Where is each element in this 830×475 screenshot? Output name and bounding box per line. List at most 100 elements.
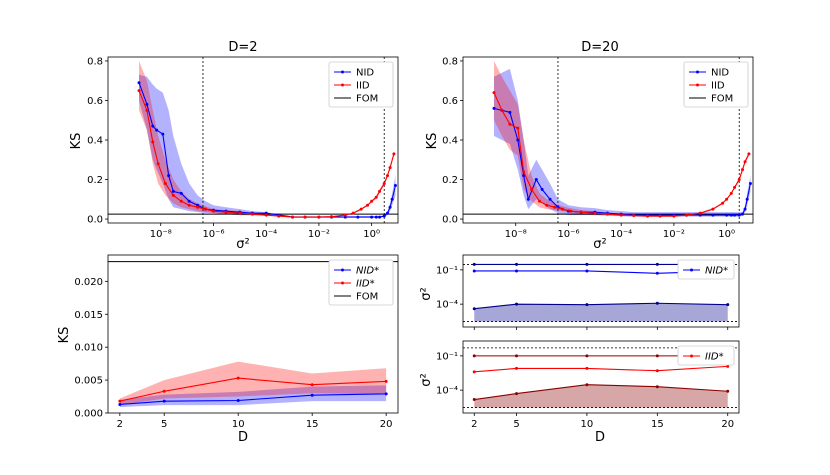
data-point-NID	[167, 174, 171, 178]
data-point-NID	[390, 197, 394, 201]
panel-d2-ks: D=2 σ² KS 10⁻⁸ 10⁻⁶ 10⁻⁴ 10⁻² 10⁰ 0.0 0.2 0.4 0.…	[69, 40, 399, 252]
legend-label: NID*	[356, 266, 379, 277]
y-tick-label: 0.4	[87, 136, 103, 147]
data-point-IID	[163, 181, 167, 185]
x-tick-label: 10⁰	[718, 229, 735, 240]
panel-d20-ks: D=20 σ² KS 10⁻⁸ 10⁻⁶ 10⁻⁴ 10⁻² 10⁰ 0.0 0.2 0.4 0…	[425, 40, 754, 252]
data-point-NID	[540, 187, 544, 191]
data-point-IID*	[585, 366, 589, 370]
legend-label: NID	[711, 68, 729, 79]
data-point-upper	[515, 262, 519, 266]
data-point-IID	[151, 140, 155, 144]
data-point-NID	[187, 199, 191, 203]
data-point-upper	[655, 262, 659, 266]
data-point-IID	[553, 205, 557, 209]
x-tick-label: 10⁻⁶	[557, 229, 579, 240]
band-NID*	[119, 385, 387, 408]
y-tick-label: 0.015	[74, 310, 103, 321]
legend: NID IID FOM	[683, 61, 749, 108]
data-point-NID	[151, 124, 155, 128]
data-point-NID	[748, 181, 752, 185]
x-tick-label: 10⁻⁶	[202, 229, 224, 240]
data-point-upper	[585, 262, 589, 266]
legend-box	[677, 259, 735, 280]
y-tick-label: 0.8	[87, 56, 103, 67]
data-point-IID	[545, 203, 549, 207]
legend-label: FOM	[356, 292, 378, 303]
x-tick-label: 5	[161, 419, 167, 430]
y-tick-label: 10⁻⁴	[436, 386, 458, 397]
x-tick-label: 20	[721, 419, 734, 430]
data-point-IID	[733, 185, 737, 189]
x-tick-label: 10⁻⁴	[255, 229, 277, 240]
x-tick-label: 10	[581, 419, 594, 430]
y-tick-label: 10⁻¹	[436, 351, 458, 362]
data-point-IID	[359, 207, 363, 211]
data-point-NID	[741, 212, 745, 216]
y-tick-label: 0.4	[442, 136, 458, 147]
x-tick-label: 15	[651, 419, 664, 430]
data-point-NID	[516, 138, 520, 142]
y-tick-label: 0.000	[74, 409, 103, 420]
data-point-IID	[743, 160, 747, 164]
legend-box	[677, 345, 735, 366]
legend-marker	[690, 354, 693, 358]
data-point-IID	[388, 166, 392, 170]
data-point-IID	[593, 211, 597, 215]
data-point-IID	[569, 209, 573, 213]
x-tick-label: 20	[380, 419, 393, 430]
data-point-NID	[522, 174, 526, 178]
x-axis-label: σ²	[593, 237, 606, 252]
data-point-IID*	[310, 383, 314, 387]
plot-area	[463, 57, 753, 223]
data-point-IID	[303, 215, 307, 219]
x-tick-label: 15	[306, 419, 319, 430]
y-tick-label: 0.6	[87, 96, 103, 107]
plot-area	[463, 347, 739, 408]
data-point-NID	[356, 215, 360, 219]
legend-marker	[690, 268, 693, 272]
data-point-IID	[317, 215, 321, 219]
data-point-lower	[585, 303, 589, 307]
data-point-NID	[393, 183, 397, 187]
data-point-NID	[508, 110, 512, 114]
data-point-lower	[472, 307, 476, 311]
data-point-upper	[655, 354, 659, 358]
data-point-IID	[741, 168, 745, 172]
legend-marker	[696, 83, 699, 87]
series-line-IID*	[474, 365, 728, 373]
legend-label: FOM	[711, 94, 733, 105]
data-point-NID	[548, 197, 552, 201]
data-point-NID	[737, 213, 741, 217]
x-axis-label: D	[595, 430, 605, 445]
data-point-NID*	[162, 399, 166, 403]
y-tick-label: 10⁻¹	[436, 265, 458, 276]
plot-area	[463, 262, 739, 322]
data-point-IID	[500, 108, 504, 112]
y-tick-label: 0.8	[442, 56, 458, 67]
legend-label: FOM	[356, 94, 378, 105]
data-point-IID	[579, 210, 583, 214]
data-point-upper	[472, 354, 476, 358]
data-point-NID	[382, 214, 386, 218]
panel-ks-vs-d: D KS 2 5 10 15 20 0.000 0.005 0.010 0.015 0.020 NI…	[57, 254, 399, 445]
data-point-NID*	[472, 269, 476, 273]
data-point-IID	[508, 122, 512, 126]
data-point-IID*	[162, 389, 166, 393]
legend-marker	[341, 281, 344, 285]
data-point-IID	[343, 213, 347, 217]
data-point-NID	[388, 205, 392, 209]
data-point-IID	[672, 214, 676, 218]
data-point-NID	[179, 191, 183, 195]
data-point-IID	[187, 203, 191, 207]
y-tick-label: 0.0	[87, 215, 103, 226]
x-tick-label: 10⁻²	[308, 229, 330, 240]
data-point-NID	[745, 197, 749, 201]
plot-area	[108, 57, 398, 223]
axes-frame	[107, 254, 399, 414]
data-point-IID	[386, 174, 390, 178]
data-point-IID	[370, 199, 374, 203]
data-point-IID	[632, 213, 636, 217]
data-point-NID	[145, 102, 149, 106]
band-lower	[474, 303, 728, 322]
